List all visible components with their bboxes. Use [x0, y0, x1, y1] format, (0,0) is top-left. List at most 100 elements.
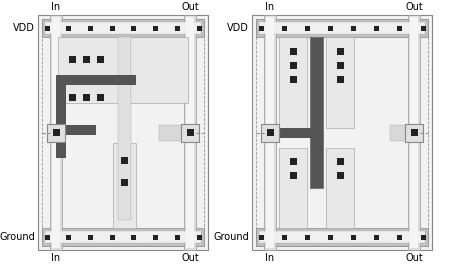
Bar [82, 94, 90, 100]
Bar [351, 234, 356, 240]
Bar [66, 234, 71, 240]
Bar [282, 234, 287, 240]
Bar [42, 19, 204, 246]
Bar [197, 234, 202, 240]
Text: In: In [51, 253, 61, 263]
Bar [184, 15, 196, 250]
Text: In: In [51, 2, 61, 12]
Text: In: In [265, 253, 274, 263]
Bar [110, 234, 115, 240]
Bar [289, 172, 297, 179]
Bar [153, 25, 158, 31]
Bar [261, 124, 279, 142]
Text: M1: M1 [115, 210, 130, 220]
Bar [58, 37, 188, 102]
Bar [197, 25, 202, 31]
Bar [47, 124, 65, 142]
Bar [69, 55, 76, 62]
Bar [181, 124, 199, 142]
Text: M1: M1 [328, 213, 343, 223]
Bar [408, 15, 420, 250]
Bar [282, 25, 287, 31]
Bar [159, 125, 184, 140]
Bar [186, 17, 194, 248]
Text: Out: Out [181, 2, 199, 12]
Bar [131, 234, 136, 240]
Bar [420, 25, 425, 31]
Bar [374, 25, 379, 31]
Bar [113, 143, 136, 228]
Bar [175, 234, 180, 240]
Bar [326, 37, 354, 128]
Bar [88, 25, 93, 31]
Bar [337, 47, 344, 54]
Bar [256, 19, 428, 246]
Bar [252, 15, 432, 250]
Bar [45, 234, 50, 240]
Bar [66, 25, 71, 31]
Bar [279, 147, 307, 228]
Bar [153, 234, 158, 240]
Bar [266, 17, 274, 248]
Bar [258, 25, 263, 31]
Text: Out: Out [405, 253, 423, 263]
Bar [410, 17, 418, 248]
Bar [42, 228, 204, 246]
Bar [289, 47, 297, 54]
Bar [121, 179, 128, 186]
Bar [328, 25, 333, 31]
Bar [337, 172, 344, 179]
Bar [420, 234, 425, 240]
Bar [45, 231, 201, 243]
Bar [337, 61, 344, 69]
Text: Out: Out [405, 2, 423, 12]
Bar [289, 61, 297, 69]
Bar [52, 17, 60, 248]
Bar [405, 124, 423, 142]
Bar [96, 94, 103, 100]
Bar [390, 125, 408, 140]
Bar [305, 25, 310, 31]
Bar [410, 129, 418, 136]
Bar [264, 15, 276, 250]
Bar [259, 231, 425, 243]
Bar [326, 147, 354, 228]
Bar [397, 234, 402, 240]
Text: M2: M2 [60, 45, 75, 55]
Bar [118, 37, 131, 220]
Bar [56, 75, 66, 125]
Bar [279, 37, 307, 128]
Bar [351, 25, 356, 31]
Bar [56, 125, 66, 158]
Bar [328, 234, 333, 240]
Text: Ground: Ground [0, 232, 35, 242]
Bar [256, 19, 428, 37]
Bar [42, 19, 204, 37]
Bar [289, 76, 297, 83]
Bar [259, 22, 425, 34]
Bar [38, 15, 208, 250]
Bar [276, 128, 317, 137]
Bar [52, 129, 60, 136]
Bar [337, 76, 344, 83]
Bar [337, 158, 344, 165]
Bar [56, 75, 136, 85]
Bar [69, 94, 76, 100]
Bar [397, 25, 402, 31]
Bar [258, 234, 263, 240]
Text: Out: Out [181, 253, 199, 263]
Bar [121, 157, 128, 164]
Bar [289, 158, 297, 165]
Text: VDD: VDD [13, 23, 35, 33]
Text: In: In [265, 2, 274, 12]
Bar [45, 25, 50, 31]
Bar [310, 37, 323, 188]
Bar [56, 125, 96, 135]
Bar [110, 25, 115, 31]
Bar [267, 129, 273, 136]
Bar [88, 234, 93, 240]
Bar [256, 228, 428, 246]
Bar [50, 15, 62, 250]
Text: M2: M2 [328, 42, 343, 52]
Bar [131, 25, 136, 31]
